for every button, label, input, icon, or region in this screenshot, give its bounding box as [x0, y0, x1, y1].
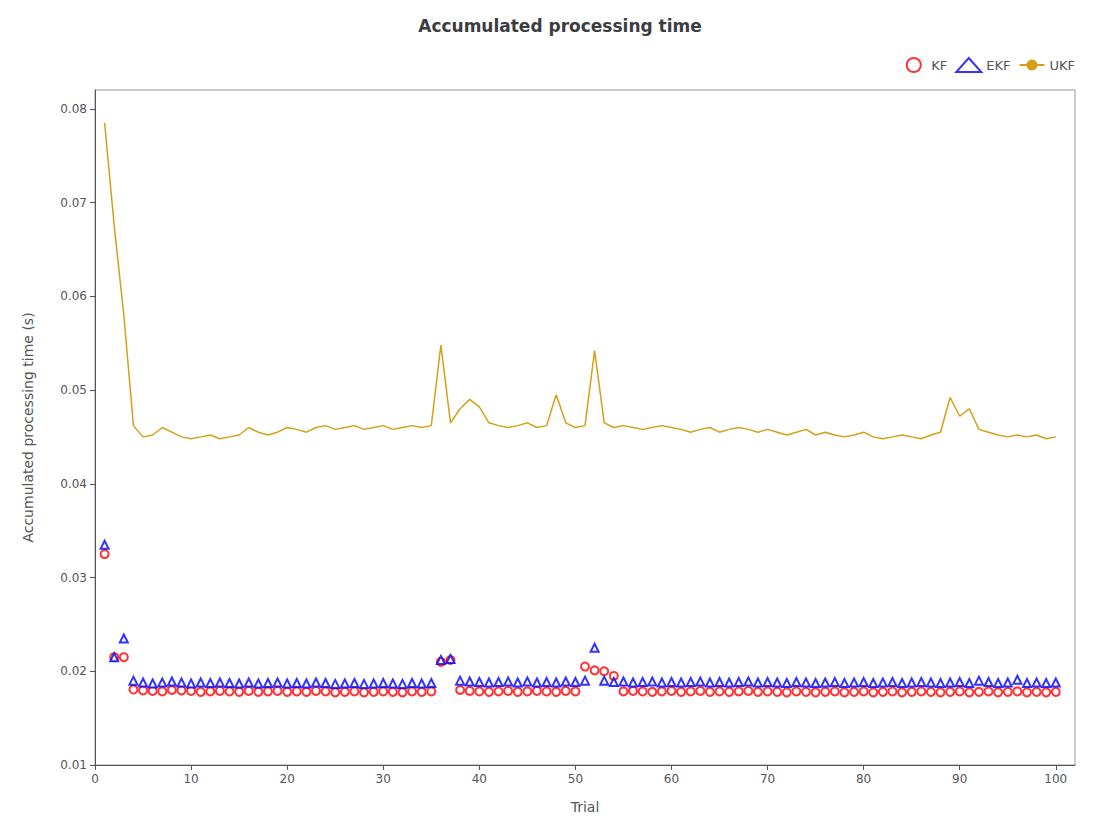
svg-text:0.06: 0.06	[60, 289, 87, 303]
svg-text:Accumulated processing time (s: Accumulated processing time (s)	[20, 312, 36, 542]
svg-text:0.08: 0.08	[60, 102, 87, 116]
svg-text:0.05: 0.05	[60, 383, 87, 397]
svg-text:20: 20	[280, 772, 295, 786]
svg-text:Trial: Trial	[570, 799, 600, 815]
svg-text:100: 100	[1044, 772, 1067, 786]
svg-text:0.01: 0.01	[60, 758, 87, 772]
svg-text:0.02: 0.02	[60, 664, 87, 678]
svg-text:90: 90	[952, 772, 967, 786]
svg-text:0: 0	[91, 772, 99, 786]
svg-text:0.04: 0.04	[60, 477, 87, 491]
svg-text:30: 30	[376, 772, 391, 786]
svg-text:KF: KF	[931, 58, 947, 73]
svg-text:40: 40	[472, 772, 487, 786]
svg-text:70: 70	[760, 772, 775, 786]
svg-text:0.07: 0.07	[60, 196, 87, 210]
svg-text:10: 10	[183, 772, 198, 786]
svg-text:50: 50	[568, 772, 583, 786]
svg-text:UKF: UKF	[1049, 58, 1075, 73]
svg-text:Accumulated processing time: Accumulated processing time	[418, 16, 702, 36]
svg-text:EKF: EKF	[986, 58, 1010, 73]
svg-text:0.03: 0.03	[60, 571, 87, 585]
svg-text:80: 80	[856, 772, 871, 786]
svg-text:60: 60	[664, 772, 679, 786]
